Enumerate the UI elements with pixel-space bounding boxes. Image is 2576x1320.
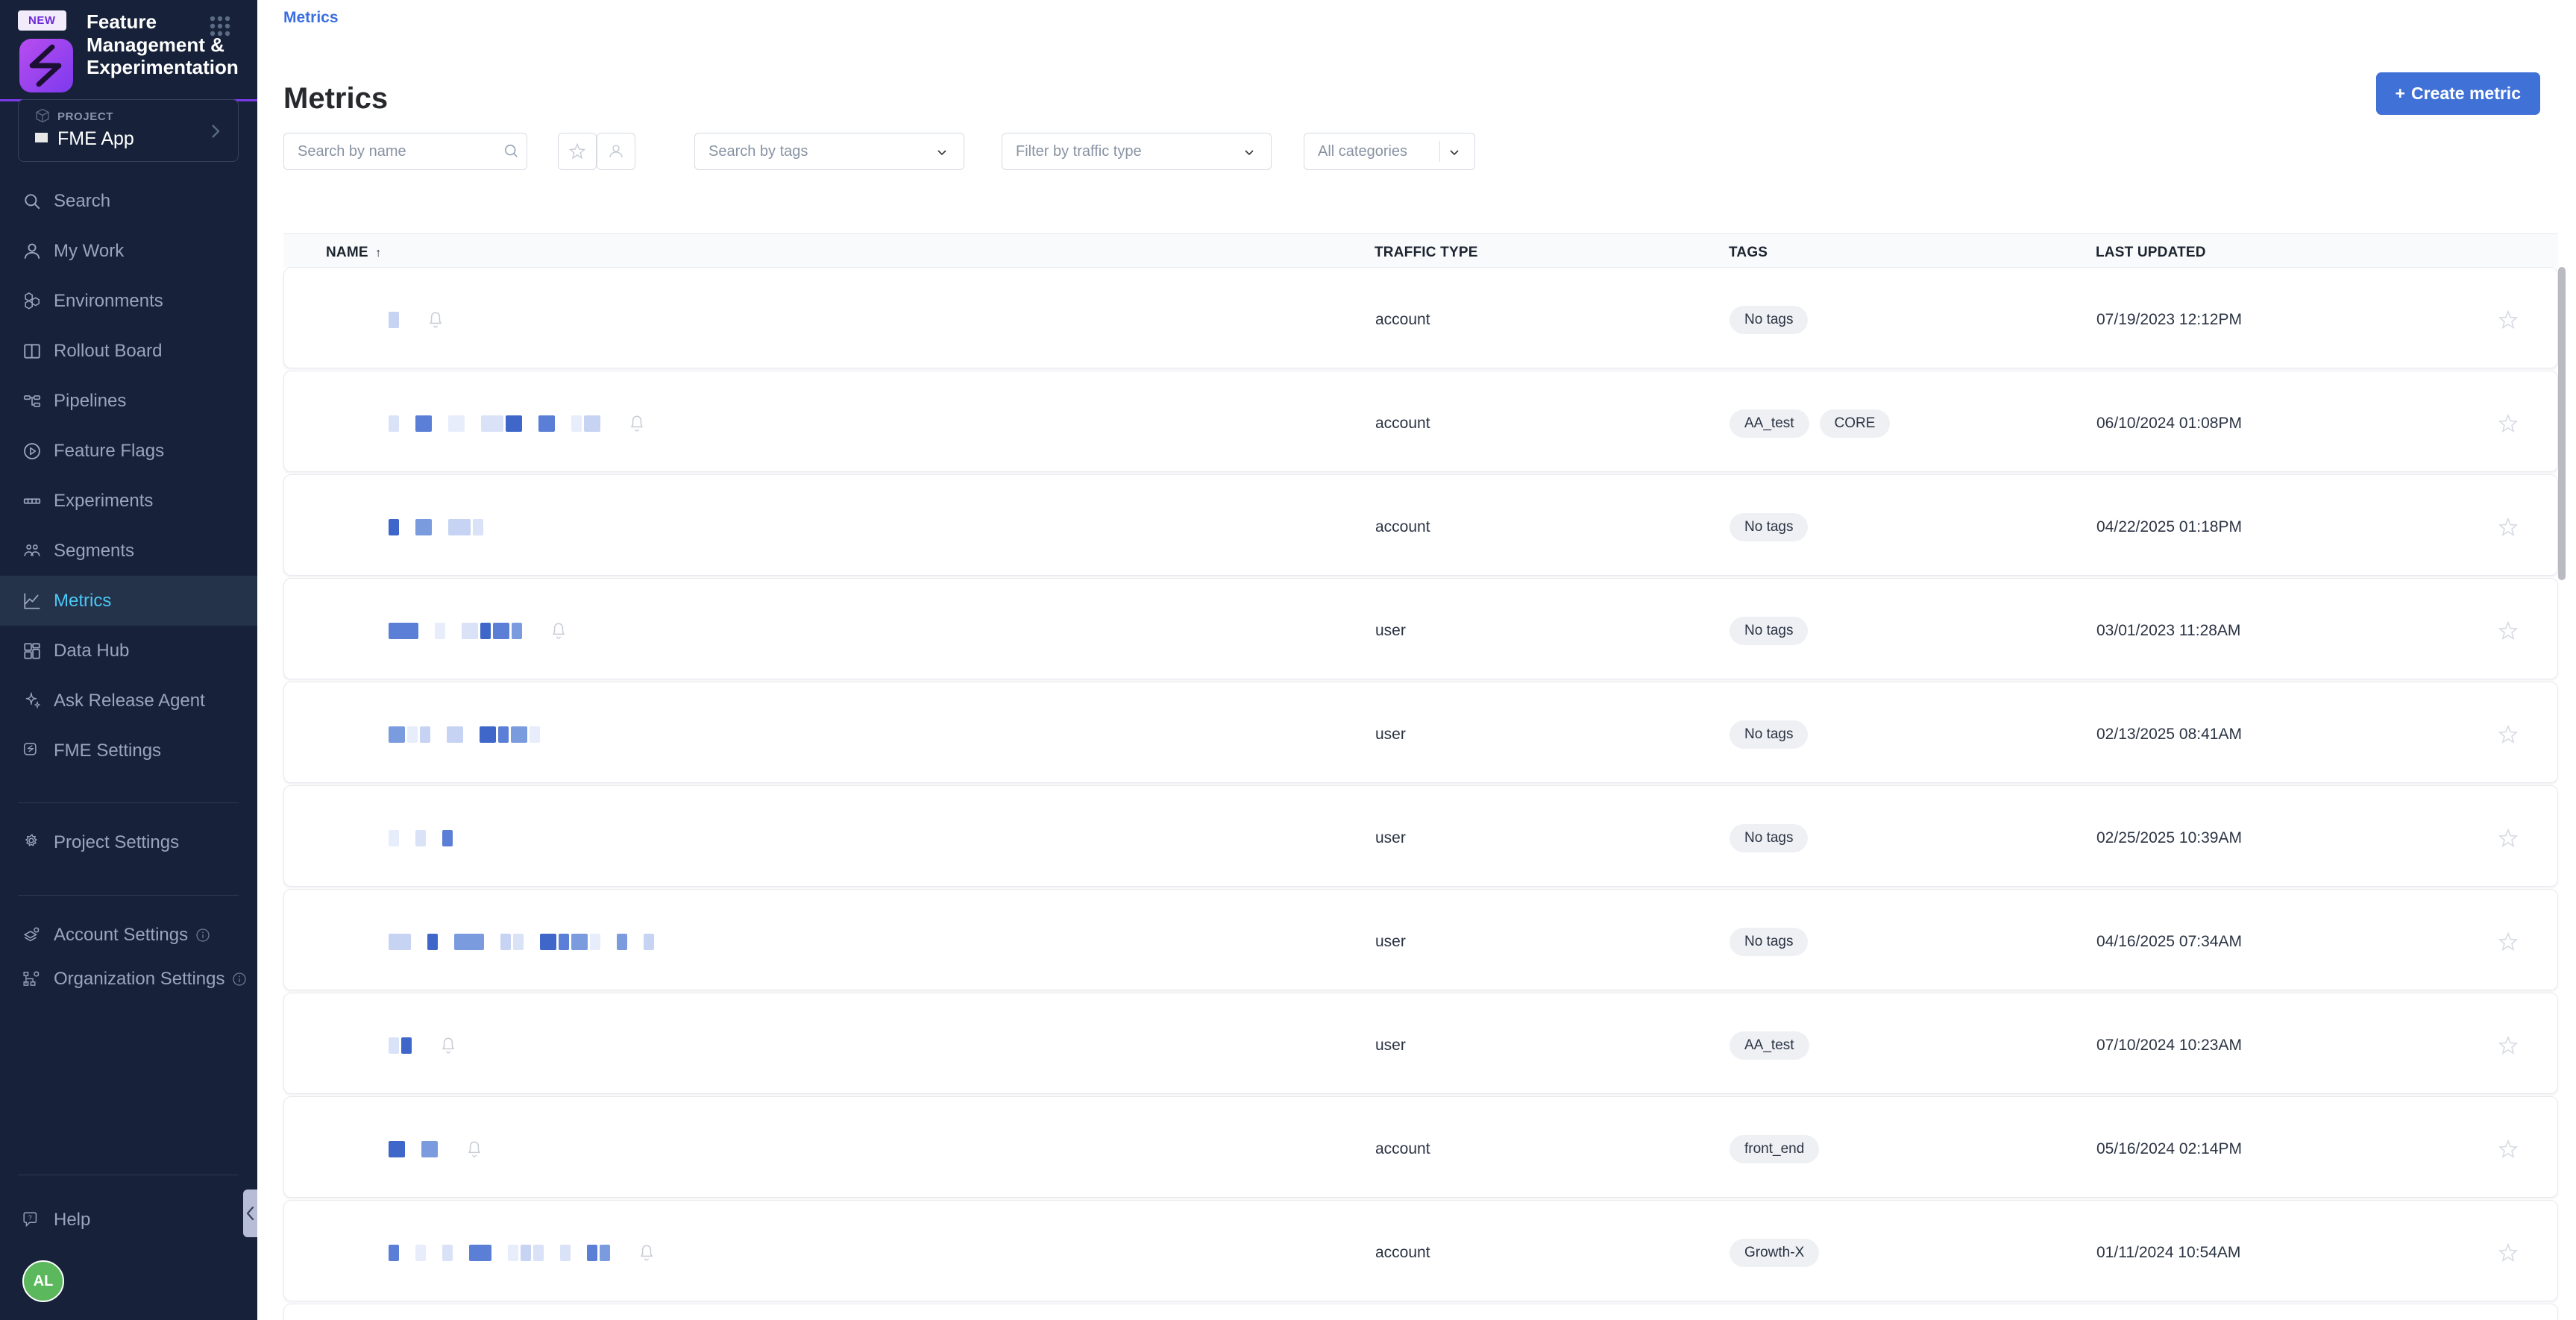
svg-text:?: ? (28, 1213, 32, 1221)
